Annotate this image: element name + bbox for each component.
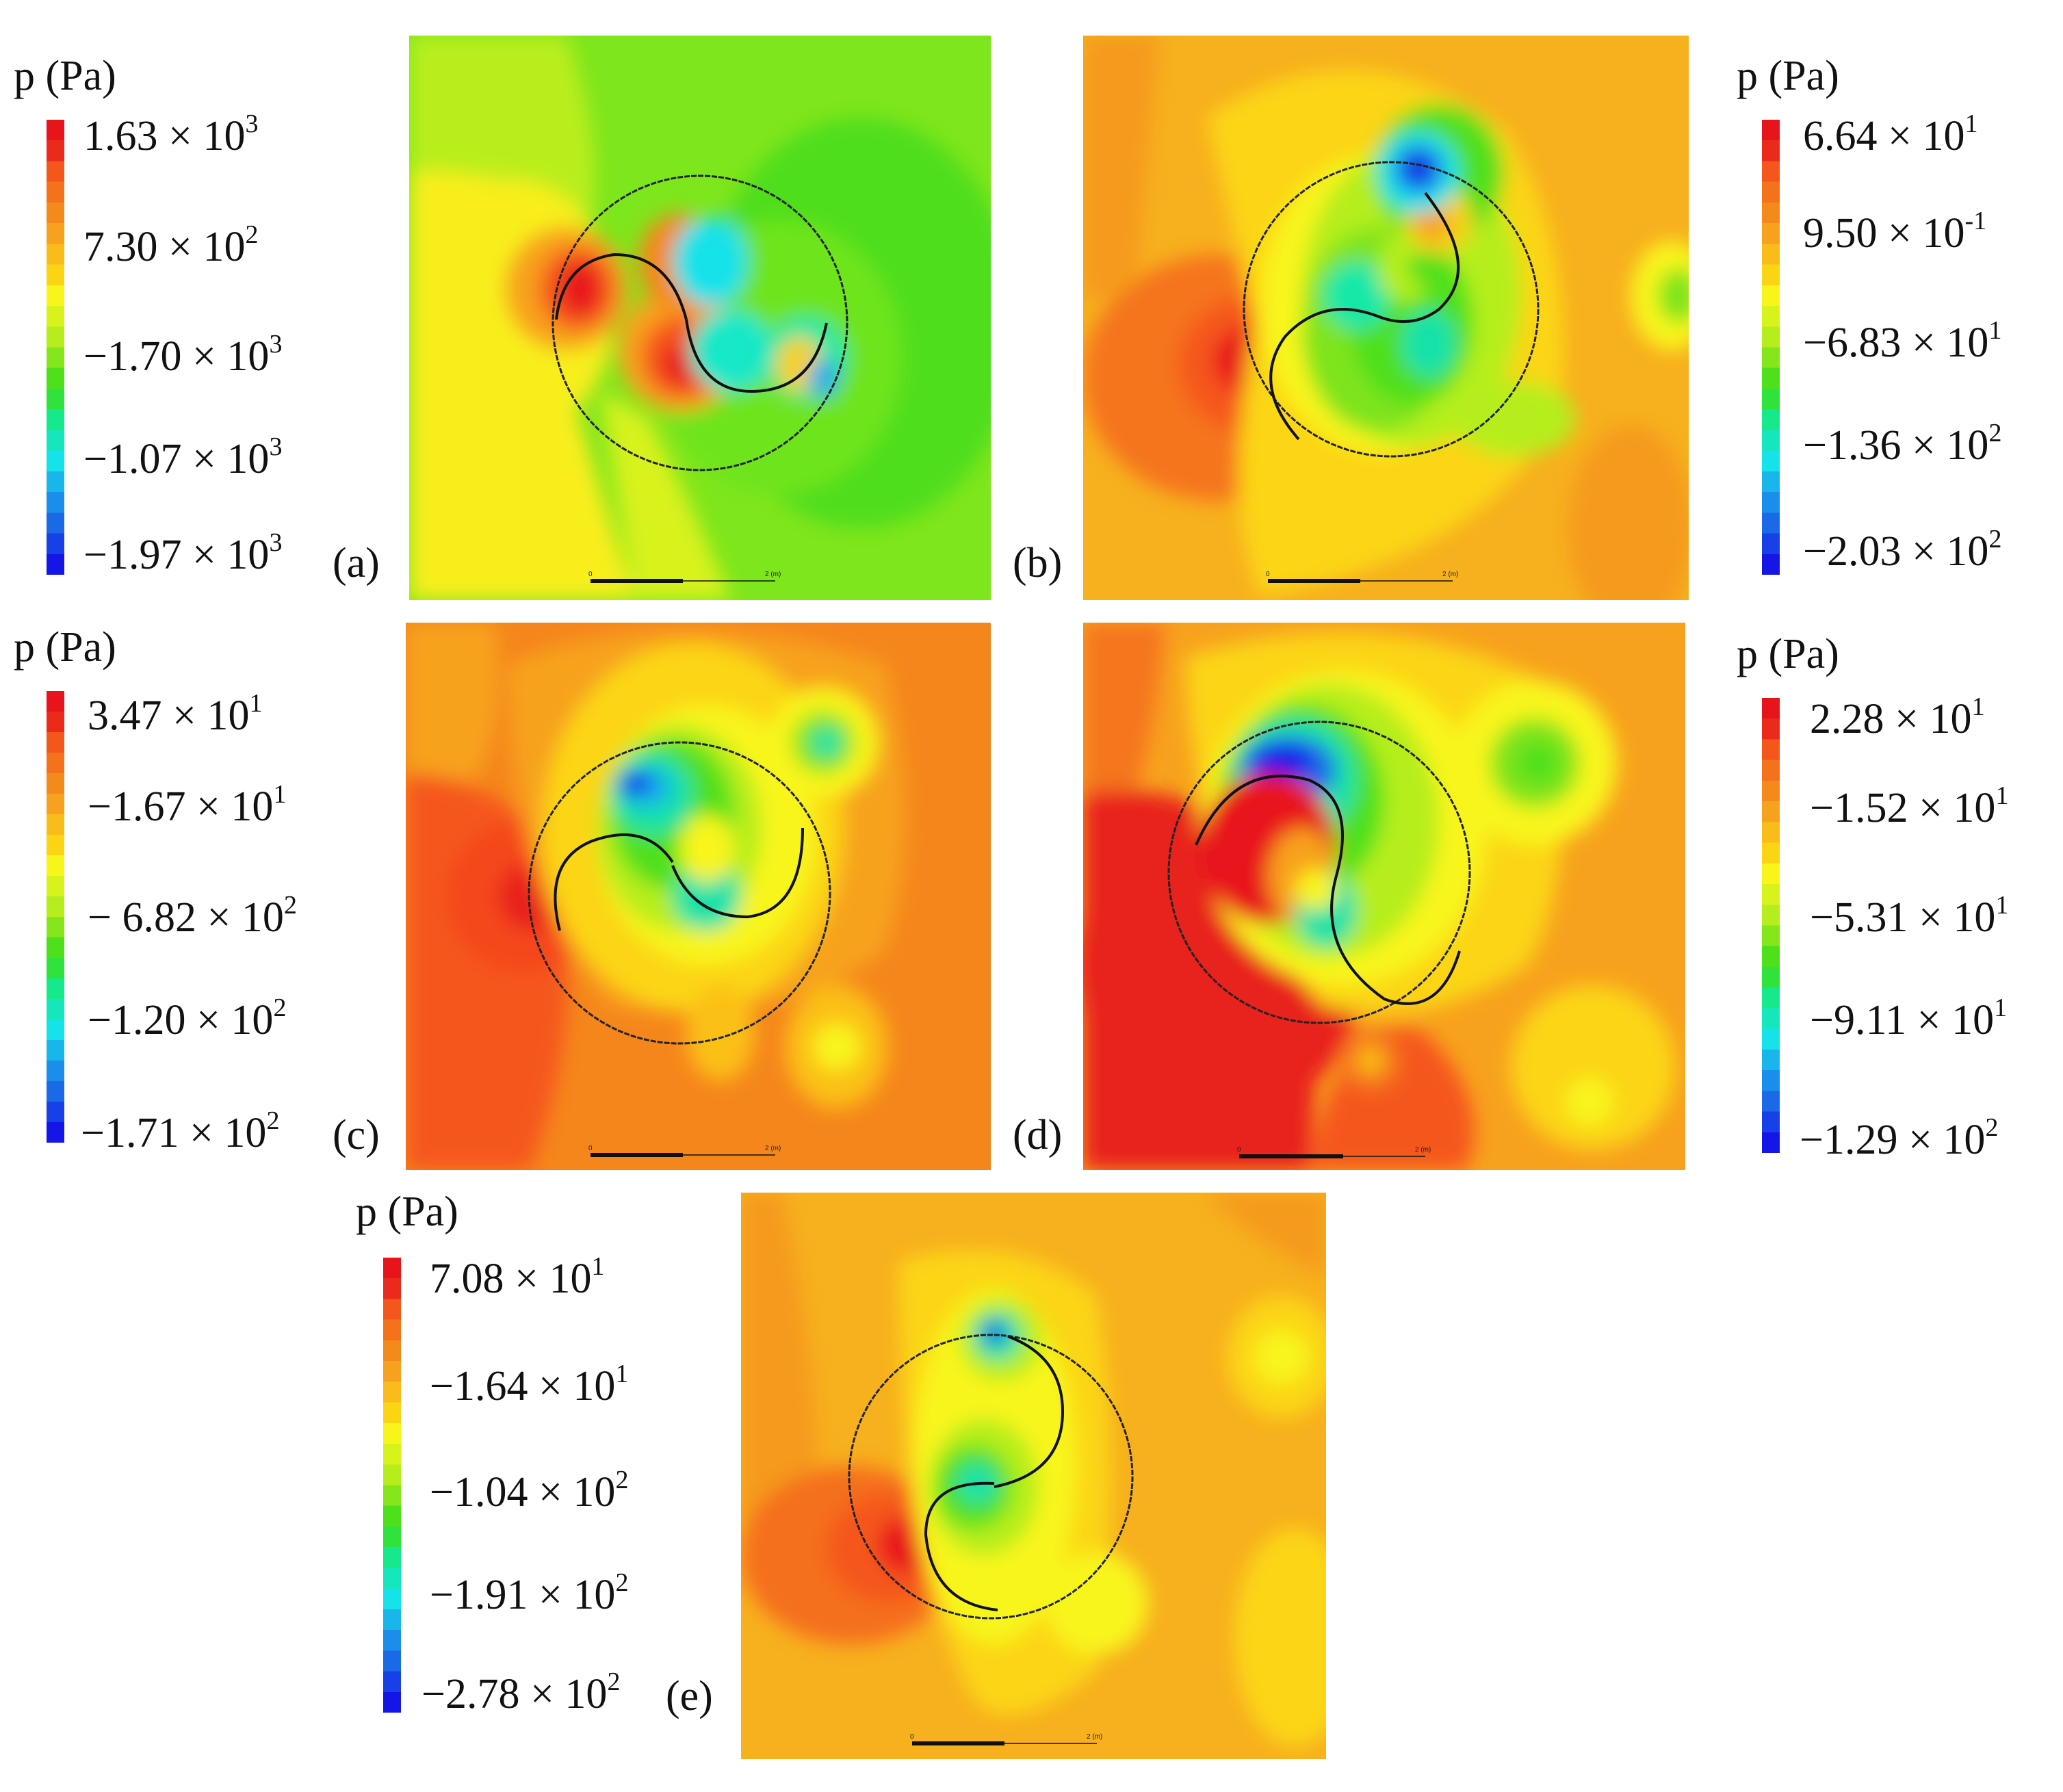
contour-panel-c: 0 2 (m) [406,623,991,1170]
tick-e-3: −1.91 × 102 [430,1568,629,1618]
colorbar-d [1762,698,1780,1153]
scale-end-b: 2 (m) [1442,571,1458,578]
tick-d-4: −1.29 × 102 [1800,1113,1999,1163]
scale-start-a: 0 [588,571,593,578]
tick-d-3: −9.11 × 101 [1810,994,2008,1043]
tick-e-4: −2.78 × 102 [421,1667,621,1717]
scale-end-c: 2 (m) [765,1145,781,1152]
tick-c-0: 3.47 × 101 [88,689,263,739]
scale-end-d: 2 (m) [1415,1146,1431,1154]
tick-a-2: −1.70 × 103 [83,330,283,380]
contour-panel-a: 0 2 (m) [409,36,991,600]
unit-label-c: p (Pa) [14,624,116,671]
tick-a-4: −1.97 × 103 [83,528,283,578]
tick-a-3: −1.07 × 103 [83,432,283,482]
tick-c-3: −1.20 × 102 [88,994,287,1043]
tick-c-2: − 6.82 × 102 [88,891,297,941]
tick-a-0: 1.63 × 103 [83,109,259,159]
tick-d-2: −5.31 × 101 [1810,891,2009,941]
scale-end-a: 2 (m) [765,571,781,578]
tick-b-2: −6.83 × 101 [1803,316,2002,366]
contour-panel-d: 0 2 (m) [1083,623,1685,1170]
contour-panel-b: 0 2 (m) [1083,36,1689,600]
scale-start-c: 0 [588,1145,593,1152]
tick-c-1: −1.67 × 101 [88,780,287,830]
panel-label-c: (c) [333,1112,380,1158]
panel-label-b: (b) [1013,540,1063,586]
colorbar-e [383,1258,401,1713]
tick-c-4: −1.71 × 102 [81,1106,280,1156]
tick-e-0: 7.08 × 101 [430,1252,605,1302]
panel-label-d: (d) [1013,1112,1063,1158]
unit-label-d: p (Pa) [1737,631,1839,677]
scale-start-b: 0 [1266,571,1270,578]
colorbar-b [1762,120,1780,575]
tick-b-4: −2.03 × 102 [1803,525,2002,575]
tick-b-3: −1.36 × 102 [1803,419,2002,469]
colorbar-c [47,691,64,1143]
scale-start-d: 0 [1237,1146,1241,1154]
tick-d-0: 2.28 × 101 [1810,692,1985,742]
tick-d-1: −1.52 × 101 [1810,781,2009,831]
tick-e-1: −1.64 × 101 [430,1360,629,1410]
tick-e-2: −1.04 × 102 [430,1466,629,1516]
panel-label-e: (e) [666,1673,713,1719]
tick-a-1: 7.30 × 102 [83,220,259,270]
scale-end-e: 2 (m) [1087,1733,1102,1741]
tick-b-1: 9.50 × 10-1 [1803,207,1987,257]
panel-label-a: (a) [333,540,380,586]
colorbar-a [47,120,64,575]
contour-panel-e: 0 2 (m) [741,1193,1326,1759]
scale-start-e: 0 [910,1733,914,1741]
unit-label-a: p (Pa) [14,53,116,99]
tick-b-0: 6.64 × 101 [1803,109,1978,159]
unit-label-b: p (Pa) [1737,53,1839,99]
unit-label-e: p (Pa) [356,1189,458,1235]
